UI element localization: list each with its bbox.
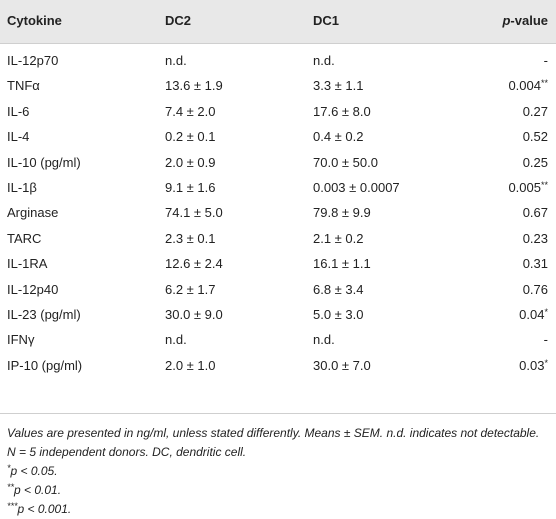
table-cell: Arginase bbox=[7, 205, 59, 221]
p-value-cell: 0.27 bbox=[523, 104, 548, 120]
table-cell: 0.4 ± 0.2 bbox=[313, 129, 364, 145]
p-value: 0.67 bbox=[522, 205, 548, 221]
table-cell: IL-12p70 bbox=[7, 53, 59, 68]
p-value-cell: 0.76 bbox=[523, 282, 548, 298]
footnotes: Values are presented in ng/ml, unless st… bbox=[7, 424, 547, 519]
table-cell: 79.8 ± 9.9 bbox=[313, 205, 371, 221]
p-value: 0.005 bbox=[508, 180, 541, 195]
p-value-cell: 0.25 bbox=[523, 155, 548, 171]
table-cell: 3.3 ± 1.1 bbox=[313, 78, 364, 94]
table-cell: 6.2 ± 1.7 bbox=[165, 281, 216, 297]
table-cell: 30.0 ± 7.0 bbox=[313, 357, 371, 373]
table-cell: IL-6 bbox=[7, 103, 30, 119]
p-value-cell: 0.31 bbox=[523, 256, 548, 272]
table-cell: 5.0 ± 3.0 bbox=[313, 307, 364, 322]
header-cell: p-value bbox=[502, 13, 548, 29]
table-cell: n.d. bbox=[313, 332, 335, 348]
p-value: 0.27 bbox=[522, 103, 548, 119]
table-cell: 2.3 ± 0.1 bbox=[165, 230, 216, 246]
table-cell: n.d. bbox=[313, 53, 335, 68]
header-cell: DC2 bbox=[165, 13, 192, 28]
table-cell: IL-12p40 bbox=[7, 281, 59, 297]
table-cell: 0.003 ± 0.0007 bbox=[313, 180, 400, 195]
table-cell: IFNγ bbox=[7, 332, 35, 348]
p-value: 0.76 bbox=[522, 281, 548, 297]
table-cell: TNFα bbox=[7, 78, 40, 94]
p-value: 0.04 bbox=[519, 307, 545, 322]
footnote-general: Values are presented in ng/ml, unless st… bbox=[7, 426, 540, 459]
table-cell: 2.0 ± 0.9 bbox=[165, 154, 216, 170]
p-value-cell: - bbox=[544, 332, 548, 348]
footnote-mark: ** bbox=[7, 482, 15, 492]
table-cell: 74.1 ± 5.0 bbox=[165, 205, 223, 221]
footnote-text: p < 0.05. bbox=[10, 464, 58, 478]
significance-mark: ** bbox=[540, 78, 548, 89]
table-cell: n.d. bbox=[165, 332, 187, 348]
significance-mark: * bbox=[544, 357, 548, 368]
footnote-text: p < 0.001. bbox=[17, 502, 72, 516]
p-value: - bbox=[543, 332, 548, 348]
table-cell: 17.6 ± 8.0 bbox=[313, 103, 371, 119]
p-value-cell: 0.005** bbox=[508, 180, 548, 196]
p-value-cell: 0.03* bbox=[519, 358, 548, 374]
p-value-cell: 0.04* bbox=[519, 307, 548, 323]
header-cell: DC1 bbox=[313, 13, 340, 28]
p-value: 0.25 bbox=[522, 154, 548, 170]
table-cell: 12.6 ± 2.4 bbox=[165, 256, 223, 272]
table-cell: 70.0 ± 50.0 bbox=[313, 154, 378, 170]
table-cell: 6.8 ± 3.4 bbox=[313, 281, 364, 297]
table-cell: IL-23 (pg/ml) bbox=[7, 307, 81, 322]
table-cell: IL-1RA bbox=[7, 256, 48, 272]
table-cell: 13.6 ± 1.9 bbox=[165, 78, 223, 94]
significance-mark: ** bbox=[540, 180, 548, 190]
p-value-cell: 0.004** bbox=[508, 78, 548, 94]
p-value: 0.23 bbox=[522, 230, 548, 246]
footnote-text: p < 0.01. bbox=[14, 483, 62, 497]
table-rule bbox=[0, 413, 556, 414]
header-text: -value bbox=[510, 13, 548, 28]
table-cell: TARC bbox=[7, 230, 42, 246]
table-cell: 0.2 ± 0.1 bbox=[165, 129, 216, 145]
p-value: 0.52 bbox=[522, 129, 548, 145]
table-header bbox=[0, 0, 556, 44]
p-value: 0.004 bbox=[508, 78, 541, 94]
p-value: 0.03 bbox=[519, 357, 545, 373]
table-cell: 16.1 ± 1.1 bbox=[313, 256, 371, 272]
p-value: 0.31 bbox=[522, 256, 548, 272]
header-cell: Cytokine bbox=[7, 13, 62, 28]
p-value-cell: 0.52 bbox=[523, 129, 548, 145]
table-cell: 9.1 ± 1.6 bbox=[165, 180, 216, 195]
table-cell: IL-10 (pg/ml) bbox=[7, 154, 81, 170]
table-cell: IP-10 (pg/ml) bbox=[7, 357, 83, 373]
table-cell: IL-1β bbox=[7, 180, 37, 195]
significance-mark: * bbox=[544, 307, 548, 317]
table-cell: 30.0 ± 9.0 bbox=[165, 307, 223, 322]
table-cell: 7.4 ± 2.0 bbox=[165, 103, 216, 119]
table-cell: 2.0 ± 1.0 bbox=[165, 357, 216, 373]
p-value-cell: - bbox=[544, 53, 548, 69]
footnote-mark: * bbox=[7, 463, 11, 473]
p-value: - bbox=[543, 53, 548, 68]
table-cell: IL-4 bbox=[7, 129, 30, 145]
header-italic: p bbox=[502, 13, 511, 28]
footnote: *p < 0.05. bbox=[7, 462, 547, 481]
footnote: **p < 0.01. bbox=[7, 481, 547, 500]
table-cell: n.d. bbox=[165, 53, 187, 68]
table-cell: 2.1 ± 0.2 bbox=[313, 230, 364, 246]
p-value-cell: 0.23 bbox=[523, 231, 548, 247]
p-value-cell: 0.67 bbox=[523, 205, 548, 221]
